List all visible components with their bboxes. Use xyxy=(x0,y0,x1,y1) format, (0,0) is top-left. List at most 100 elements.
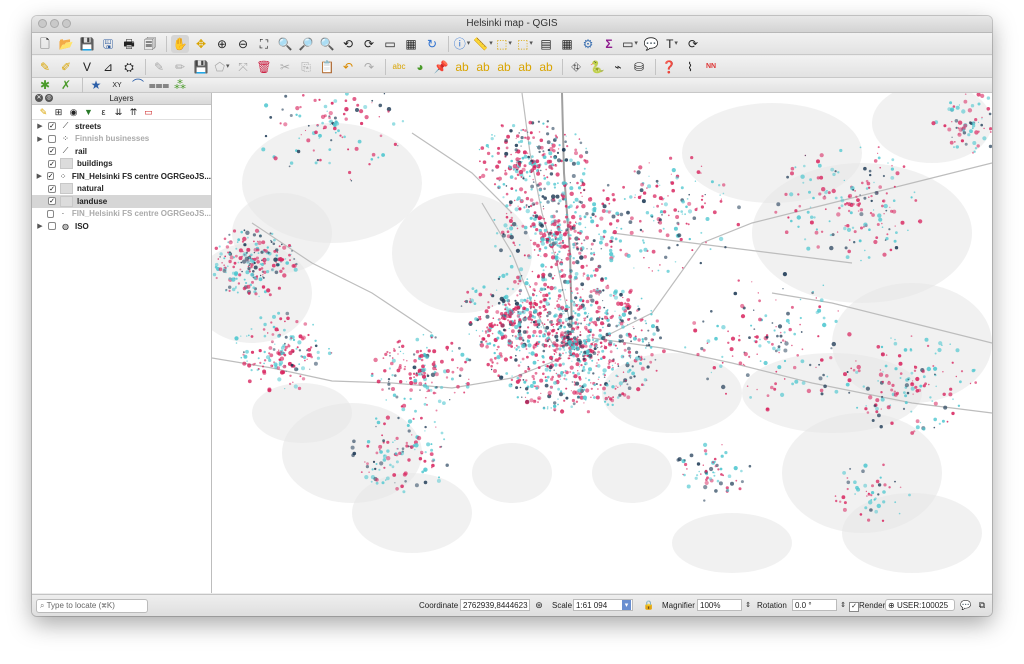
save-edits-icon[interactable]: 💾 xyxy=(193,59,209,74)
geoprocessing-icon[interactable]: ✱ xyxy=(39,78,51,92)
magnifier-stepper[interactable]: ⇕ xyxy=(745,602,751,609)
road-icon[interactable]: ⩶ xyxy=(148,78,170,92)
add-feature-icon[interactable]: ⊿ xyxy=(102,59,114,74)
locate-search-input[interactable]: ⌕ Type to locate (⌘K) xyxy=(36,599,148,613)
sql-icon[interactable]: ⛁ xyxy=(633,59,645,74)
crs-button[interactable]: ⊕ USER:100025 xyxy=(885,599,955,611)
rotate-label-icon[interactable]: ab xyxy=(497,59,511,74)
identify-icon[interactable]: ⓘ xyxy=(453,35,471,53)
new-map-view-icon[interactable]: ▭ xyxy=(384,36,396,51)
coordinate-field[interactable]: 2762939,8444623 xyxy=(460,599,530,611)
select-icon[interactable]: ⬚ xyxy=(495,35,513,53)
close-panel-icon[interactable]: ✕ xyxy=(35,94,43,102)
pin-labels-icon[interactable]: 📌 xyxy=(433,59,449,74)
paste-icon[interactable]: 📋 xyxy=(319,59,335,74)
attribute-table-icon[interactable]: ▤ xyxy=(540,36,552,51)
plugin-icon[interactable]: ✗ xyxy=(60,78,72,92)
python-icon[interactable]: 🐍 xyxy=(589,59,605,74)
help-icon[interactable]: ❓ xyxy=(661,59,677,74)
manage-map-themes-icon[interactable]: ◉ xyxy=(69,106,78,117)
zoom-to-selection-icon[interactable]: 🔍 xyxy=(277,36,293,51)
curve-icon[interactable]: ⌒ xyxy=(131,78,144,92)
delete-icon[interactable]: 🗑 xyxy=(256,59,272,74)
edits-icon[interactable]: ✎ xyxy=(39,59,51,74)
float-panel-icon[interactable]: ◎ xyxy=(45,94,53,102)
measure-icon[interactable]: 📏 xyxy=(473,35,492,53)
collapse-all-icon[interactable]: ⇈ xyxy=(129,106,138,117)
save-project-icon[interactable]: 💾 xyxy=(79,36,95,51)
change-label-icon[interactable]: ab xyxy=(518,59,532,74)
layer-visibility-checkbox[interactable] xyxy=(48,222,56,231)
show-hide-labels-icon[interactable]: ab xyxy=(455,59,469,74)
expand-arrow-icon[interactable]: ▶ xyxy=(37,135,43,143)
rotation-stepper[interactable]: ⇕ xyxy=(840,602,846,609)
open-project-icon[interactable]: 📂 xyxy=(58,36,74,51)
layer-item[interactable]: ✓ buildings xyxy=(32,158,211,171)
layer-visibility-checkbox[interactable]: ✓ xyxy=(48,197,56,206)
field-calculator-icon[interactable]: ▦ xyxy=(561,36,573,51)
star-icon[interactable]: ★ xyxy=(90,78,102,92)
gps-icon[interactable]: ⌁ xyxy=(614,59,622,74)
refresh-icon[interactable]: ↻ xyxy=(426,36,438,51)
layer-visibility-checkbox[interactable] xyxy=(46,209,55,218)
expand-arrow-icon[interactable]: ▶ xyxy=(37,123,43,131)
zoom-native-icon[interactable]: 🔍 xyxy=(319,36,335,51)
filter-expression-icon[interactable]: ε xyxy=(101,107,106,117)
label-icon[interactable]: abc xyxy=(392,61,406,71)
new-project-icon[interactable]: 🗋 xyxy=(40,36,50,51)
layout-manager-icon[interactable]: 🗐 xyxy=(144,36,156,51)
layer-item[interactable]: ✓ natural xyxy=(32,183,211,196)
layer-item[interactable]: ✓ ⟋ rail xyxy=(32,145,211,158)
remove-layer-icon[interactable]: ▭ xyxy=(144,106,153,117)
zoom-next-icon[interactable]: ⟳ xyxy=(363,36,375,51)
expand-all-icon[interactable]: ⇊ xyxy=(114,106,123,117)
magnifier-field[interactable]: 100% xyxy=(697,599,742,611)
open-styling-icon[interactable]: ✎ xyxy=(39,106,48,117)
layer-item[interactable]: ▶ ✓ ⟋ streets xyxy=(32,120,211,133)
add-polygon-icon[interactable]: ⬠ xyxy=(213,58,231,76)
deselect-icon[interactable]: ⬚ xyxy=(516,35,534,53)
annotation-icon[interactable]: ▭ xyxy=(621,35,639,53)
sync-icon[interactable]: ⟳ xyxy=(687,36,699,51)
expand-arrow-icon[interactable]: ▶ xyxy=(36,173,42,181)
pan-to-selection-icon[interactable]: ✥ xyxy=(195,36,207,51)
layer-item[interactable]: ▶ ✓ ⁘ FIN_Helsinki FS centre OGRGeoJS... xyxy=(32,170,211,183)
map-canvas[interactable] xyxy=(212,93,992,593)
diagram-icon[interactable]: ◕ xyxy=(416,59,424,74)
redo-icon[interactable]: ↷ xyxy=(363,59,375,74)
tips-icon[interactable]: T xyxy=(663,35,681,53)
layer-visibility-checkbox[interactable]: ✓ xyxy=(48,159,56,168)
lock-scale-icon[interactable]: 🔒 xyxy=(643,600,655,610)
layer-visibility-checkbox[interactable]: ✓ xyxy=(48,147,56,156)
print-layout-icon[interactable]: 🖶 xyxy=(123,36,135,51)
zoom-in-icon[interactable]: ⊕ xyxy=(216,36,228,51)
statistical-summary-icon[interactable]: Σ xyxy=(605,36,613,51)
zoom-to-layer-icon[interactable]: 🔎 xyxy=(298,36,314,51)
label-toolbar-icon[interactable]: ab xyxy=(539,59,553,74)
render-checkbox[interactable]: ✓ xyxy=(848,599,860,612)
osm-icon[interactable]: ⛗ xyxy=(571,59,581,74)
vertex-tool-icon[interactable]: ✎ xyxy=(153,59,165,74)
layer-visibility-checkbox[interactable] xyxy=(48,134,56,143)
layer-visibility-checkbox[interactable]: ✓ xyxy=(46,172,55,181)
cut-icon[interactable]: ✂ xyxy=(279,59,291,74)
zoom-last-icon[interactable]: ⟲ xyxy=(342,36,354,51)
toggle-extents-icon[interactable]: ⊛ xyxy=(535,600,543,610)
layer-item[interactable]: ▶ ◍ ISO xyxy=(32,220,211,233)
add-group-icon[interactable]: ⊞ xyxy=(54,106,63,117)
layer-visibility-checkbox[interactable]: ✓ xyxy=(48,184,56,193)
copy-icon[interactable]: ⎘ xyxy=(301,59,311,74)
expand-arrow-icon[interactable]: ▶ xyxy=(37,223,43,231)
rotation-field[interactable]: 0.0 ° xyxy=(792,599,837,611)
messages-icon[interactable]: 💬 xyxy=(960,600,972,610)
scale-combo[interactable]: 1:61 094 ▾ xyxy=(573,599,633,611)
close-window-button[interactable] xyxy=(38,19,47,28)
zoom-full-icon[interactable]: ⛶ xyxy=(259,36,269,51)
minimize-window-button[interactable] xyxy=(50,19,59,28)
pan-icon[interactable]: ✋ xyxy=(171,34,189,53)
xy-tool-icon[interactable]: XY xyxy=(112,81,122,89)
grid-icon[interactable]: ⁂ xyxy=(174,78,186,92)
layer-item[interactable]: · FIN_Helsinki FS centre OGRGeoJS... xyxy=(32,208,211,221)
zoom-window-button[interactable] xyxy=(62,19,71,28)
zoom-out-icon[interactable]: ⊖ xyxy=(237,36,249,51)
